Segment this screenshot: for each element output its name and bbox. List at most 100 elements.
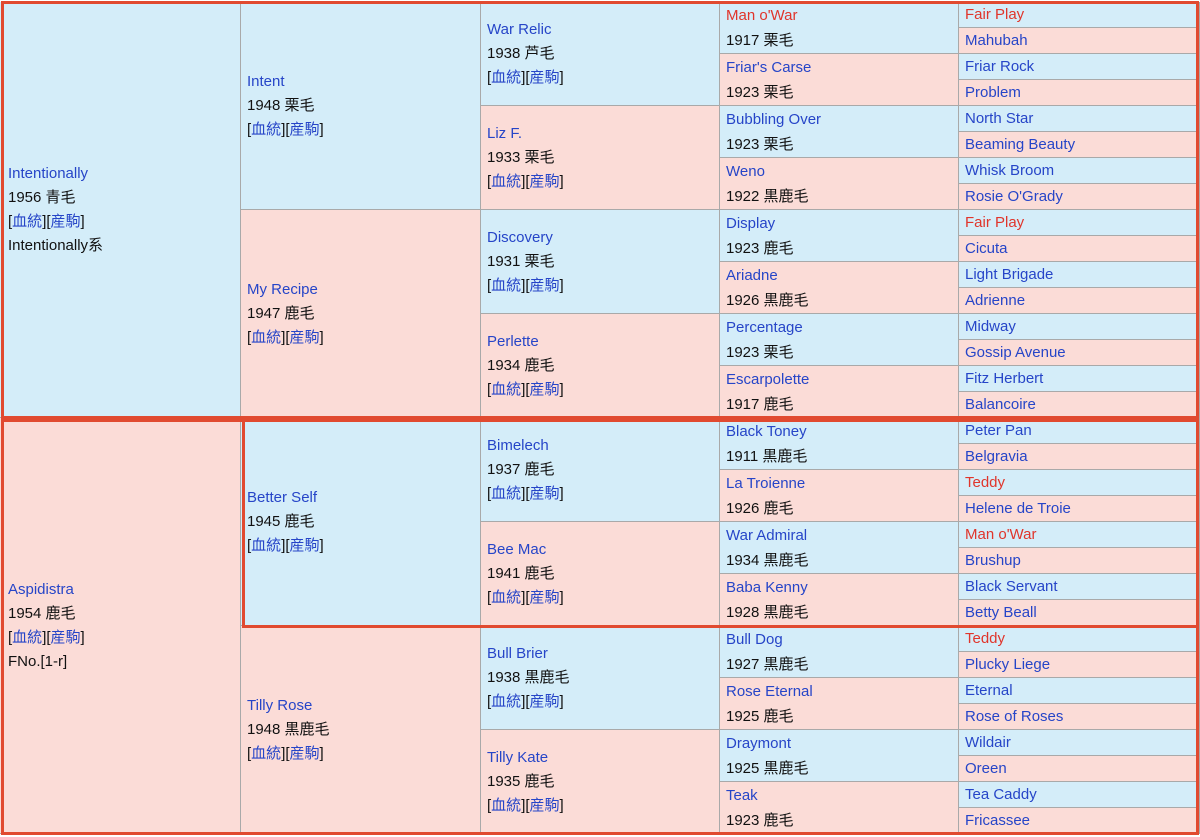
- gen3-cell: Bull Brier 1938 黒鹿毛 血統産駒: [481, 626, 720, 730]
- horse-name-link[interactable]: Gossip Avenue: [965, 343, 1066, 361]
- horse-name-link[interactable]: Fricassee: [965, 811, 1031, 829]
- offspring-link[interactable]: 産駒: [285, 329, 323, 346]
- horse-name-link[interactable]: Black Servant: [965, 577, 1058, 595]
- horse-name-link[interactable]: Tilly Kate: [487, 748, 549, 766]
- offspring-link[interactable]: 産駒: [525, 173, 563, 190]
- birth-year-color: 1938 芦毛: [487, 44, 555, 62]
- horse-name-link[interactable]: Perlette: [487, 332, 539, 350]
- horse-name-link[interactable]: Man o'War: [726, 6, 798, 24]
- horse-name-link[interactable]: Friar Rock: [965, 57, 1035, 75]
- horse-name-link[interactable]: Intentionally: [8, 164, 89, 182]
- pedigree-link[interactable]: 血統: [8, 629, 46, 646]
- horse-name-link[interactable]: Aspidistra: [8, 580, 74, 598]
- horse-name-link[interactable]: Rosie O'Grady: [965, 187, 1063, 205]
- horse-name-link[interactable]: Beaming Beauty: [965, 135, 1076, 153]
- pedigree-link[interactable]: 血統: [247, 329, 285, 346]
- horse-name-link[interactable]: Intent: [247, 72, 285, 90]
- horse-name-link[interactable]: War Relic: [487, 20, 552, 38]
- horse-name-link[interactable]: Eternal: [965, 681, 1013, 699]
- birth-year-color: 1935 鹿毛: [487, 772, 555, 790]
- birth-year-color: 1948 栗毛: [247, 96, 315, 114]
- horse-name-link[interactable]: Bubbling Over: [726, 110, 822, 128]
- horse-name-link[interactable]: Brushup: [965, 551, 1021, 569]
- horse-name-link[interactable]: Mahubah: [965, 31, 1028, 49]
- pedigree-link[interactable]: 血統: [247, 121, 285, 138]
- horse-name-link[interactable]: Escarpolette: [726, 370, 810, 388]
- offspring-link[interactable]: 産駒: [285, 537, 323, 554]
- horse-name-link[interactable]: North Star: [965, 109, 1034, 127]
- horse-name-link[interactable]: Bull Dog: [726, 630, 783, 648]
- offspring-link[interactable]: 産駒: [525, 589, 563, 606]
- horse-name-link[interactable]: Midway: [965, 317, 1016, 335]
- offspring-link[interactable]: 産駒: [285, 121, 323, 138]
- horse-name-link[interactable]: Bee Mac: [487, 540, 547, 558]
- horse-name-link[interactable]: Teddy: [965, 629, 1006, 647]
- horse-name-link[interactable]: Betty Beall: [965, 603, 1037, 621]
- horse-name-link[interactable]: Draymont: [726, 734, 792, 752]
- horse-name-link[interactable]: Fitz Herbert: [965, 369, 1044, 387]
- offspring-link[interactable]: 産駒: [525, 69, 563, 86]
- horse-name-link[interactable]: Cicuta: [965, 239, 1008, 257]
- pedigree-link[interactable]: 血統: [487, 485, 525, 502]
- birth-year-color: 1923 栗毛: [726, 83, 794, 101]
- horse-name-link[interactable]: Percentage: [726, 318, 803, 336]
- offspring-link[interactable]: 産駒: [525, 693, 563, 710]
- pedigree-link[interactable]: 血統: [487, 173, 525, 190]
- horse-name-link[interactable]: Fair Play: [965, 5, 1025, 23]
- offspring-link[interactable]: 産駒: [525, 797, 563, 814]
- horse-name-link[interactable]: Oreen: [965, 759, 1007, 777]
- pedigree-link[interactable]: 血統: [487, 277, 525, 294]
- horse-name-link[interactable]: War Admiral: [726, 526, 808, 544]
- horse-name-link[interactable]: Adrienne: [965, 291, 1026, 309]
- gen5-cell: Oreen: [959, 756, 1200, 782]
- horse-name-link[interactable]: Bimelech: [487, 436, 549, 454]
- horse-name-link[interactable]: Baba Kenny: [726, 578, 808, 596]
- pedigree-link[interactable]: 血統: [247, 745, 285, 762]
- horse-name-link[interactable]: Discovery: [487, 228, 553, 246]
- horse-name-link[interactable]: Teddy: [965, 473, 1006, 491]
- horse-name-link[interactable]: Friar's Carse: [726, 58, 812, 76]
- horse-name-link[interactable]: Balancoire: [965, 395, 1036, 413]
- gen5-cell: Mahubah: [959, 28, 1200, 54]
- horse-name-link[interactable]: Man o'War: [965, 525, 1037, 543]
- horse-name-link[interactable]: Rose of Roses: [965, 707, 1064, 725]
- horse-name-link[interactable]: Whisk Broom: [965, 161, 1055, 179]
- pedigree-link[interactable]: 血統: [487, 693, 525, 710]
- horse-name-link[interactable]: Helene de Troie: [965, 499, 1071, 517]
- horse-name-link[interactable]: Liz F.: [487, 124, 523, 142]
- horse-name-link[interactable]: Tilly Rose: [247, 696, 313, 714]
- pedigree-link[interactable]: 血統: [487, 69, 525, 86]
- horse-name-link[interactable]: Peter Pan: [965, 421, 1032, 439]
- horse-name-link[interactable]: Problem: [965, 83, 1021, 101]
- birth-year-color: 1911 黒鹿毛: [726, 447, 808, 465]
- offspring-link[interactable]: 産駒: [46, 213, 84, 230]
- offspring-link[interactable]: 産駒: [525, 485, 563, 502]
- horse-name-link[interactable]: Wildair: [965, 733, 1011, 751]
- horse-name-link[interactable]: Teak: [726, 786, 758, 804]
- horse-name-link[interactable]: My Recipe: [247, 280, 318, 298]
- horse-name-link[interactable]: Bull Brier: [487, 644, 548, 662]
- birth-year-color: 1947 鹿毛: [247, 304, 315, 322]
- horse-name-link[interactable]: Display: [726, 214, 776, 232]
- pedigree-link[interactable]: 血統: [487, 381, 525, 398]
- horse-name-link[interactable]: Ariadne: [726, 266, 778, 284]
- horse-name-link[interactable]: La Troienne: [726, 474, 806, 492]
- offspring-link[interactable]: 産駒: [525, 277, 563, 294]
- horse-name-link[interactable]: Weno: [726, 162, 765, 180]
- offspring-link[interactable]: 産駒: [46, 629, 84, 646]
- offspring-link[interactable]: 産駒: [525, 381, 563, 398]
- horse-name-link[interactable]: Better Self: [247, 488, 318, 506]
- offspring-link[interactable]: 産駒: [285, 745, 323, 762]
- pedigree-link[interactable]: 血統: [487, 589, 525, 606]
- horse-name-link[interactable]: Fair Play: [965, 213, 1025, 231]
- horse-name-link[interactable]: Belgravia: [965, 447, 1028, 465]
- horse-name-link[interactable]: Light Brigade: [965, 265, 1054, 283]
- gen4-cell: La Troienne 1926 鹿毛: [720, 470, 959, 522]
- horse-name-link[interactable]: Tea Caddy: [965, 785, 1037, 803]
- horse-name-link[interactable]: Rose Eternal: [726, 682, 813, 700]
- horse-name-link[interactable]: Plucky Liege: [965, 655, 1051, 673]
- horse-name-link[interactable]: Black Toney: [726, 422, 807, 440]
- pedigree-link[interactable]: 血統: [8, 213, 46, 230]
- pedigree-link[interactable]: 血統: [487, 797, 525, 814]
- pedigree-link[interactable]: 血統: [247, 537, 285, 554]
